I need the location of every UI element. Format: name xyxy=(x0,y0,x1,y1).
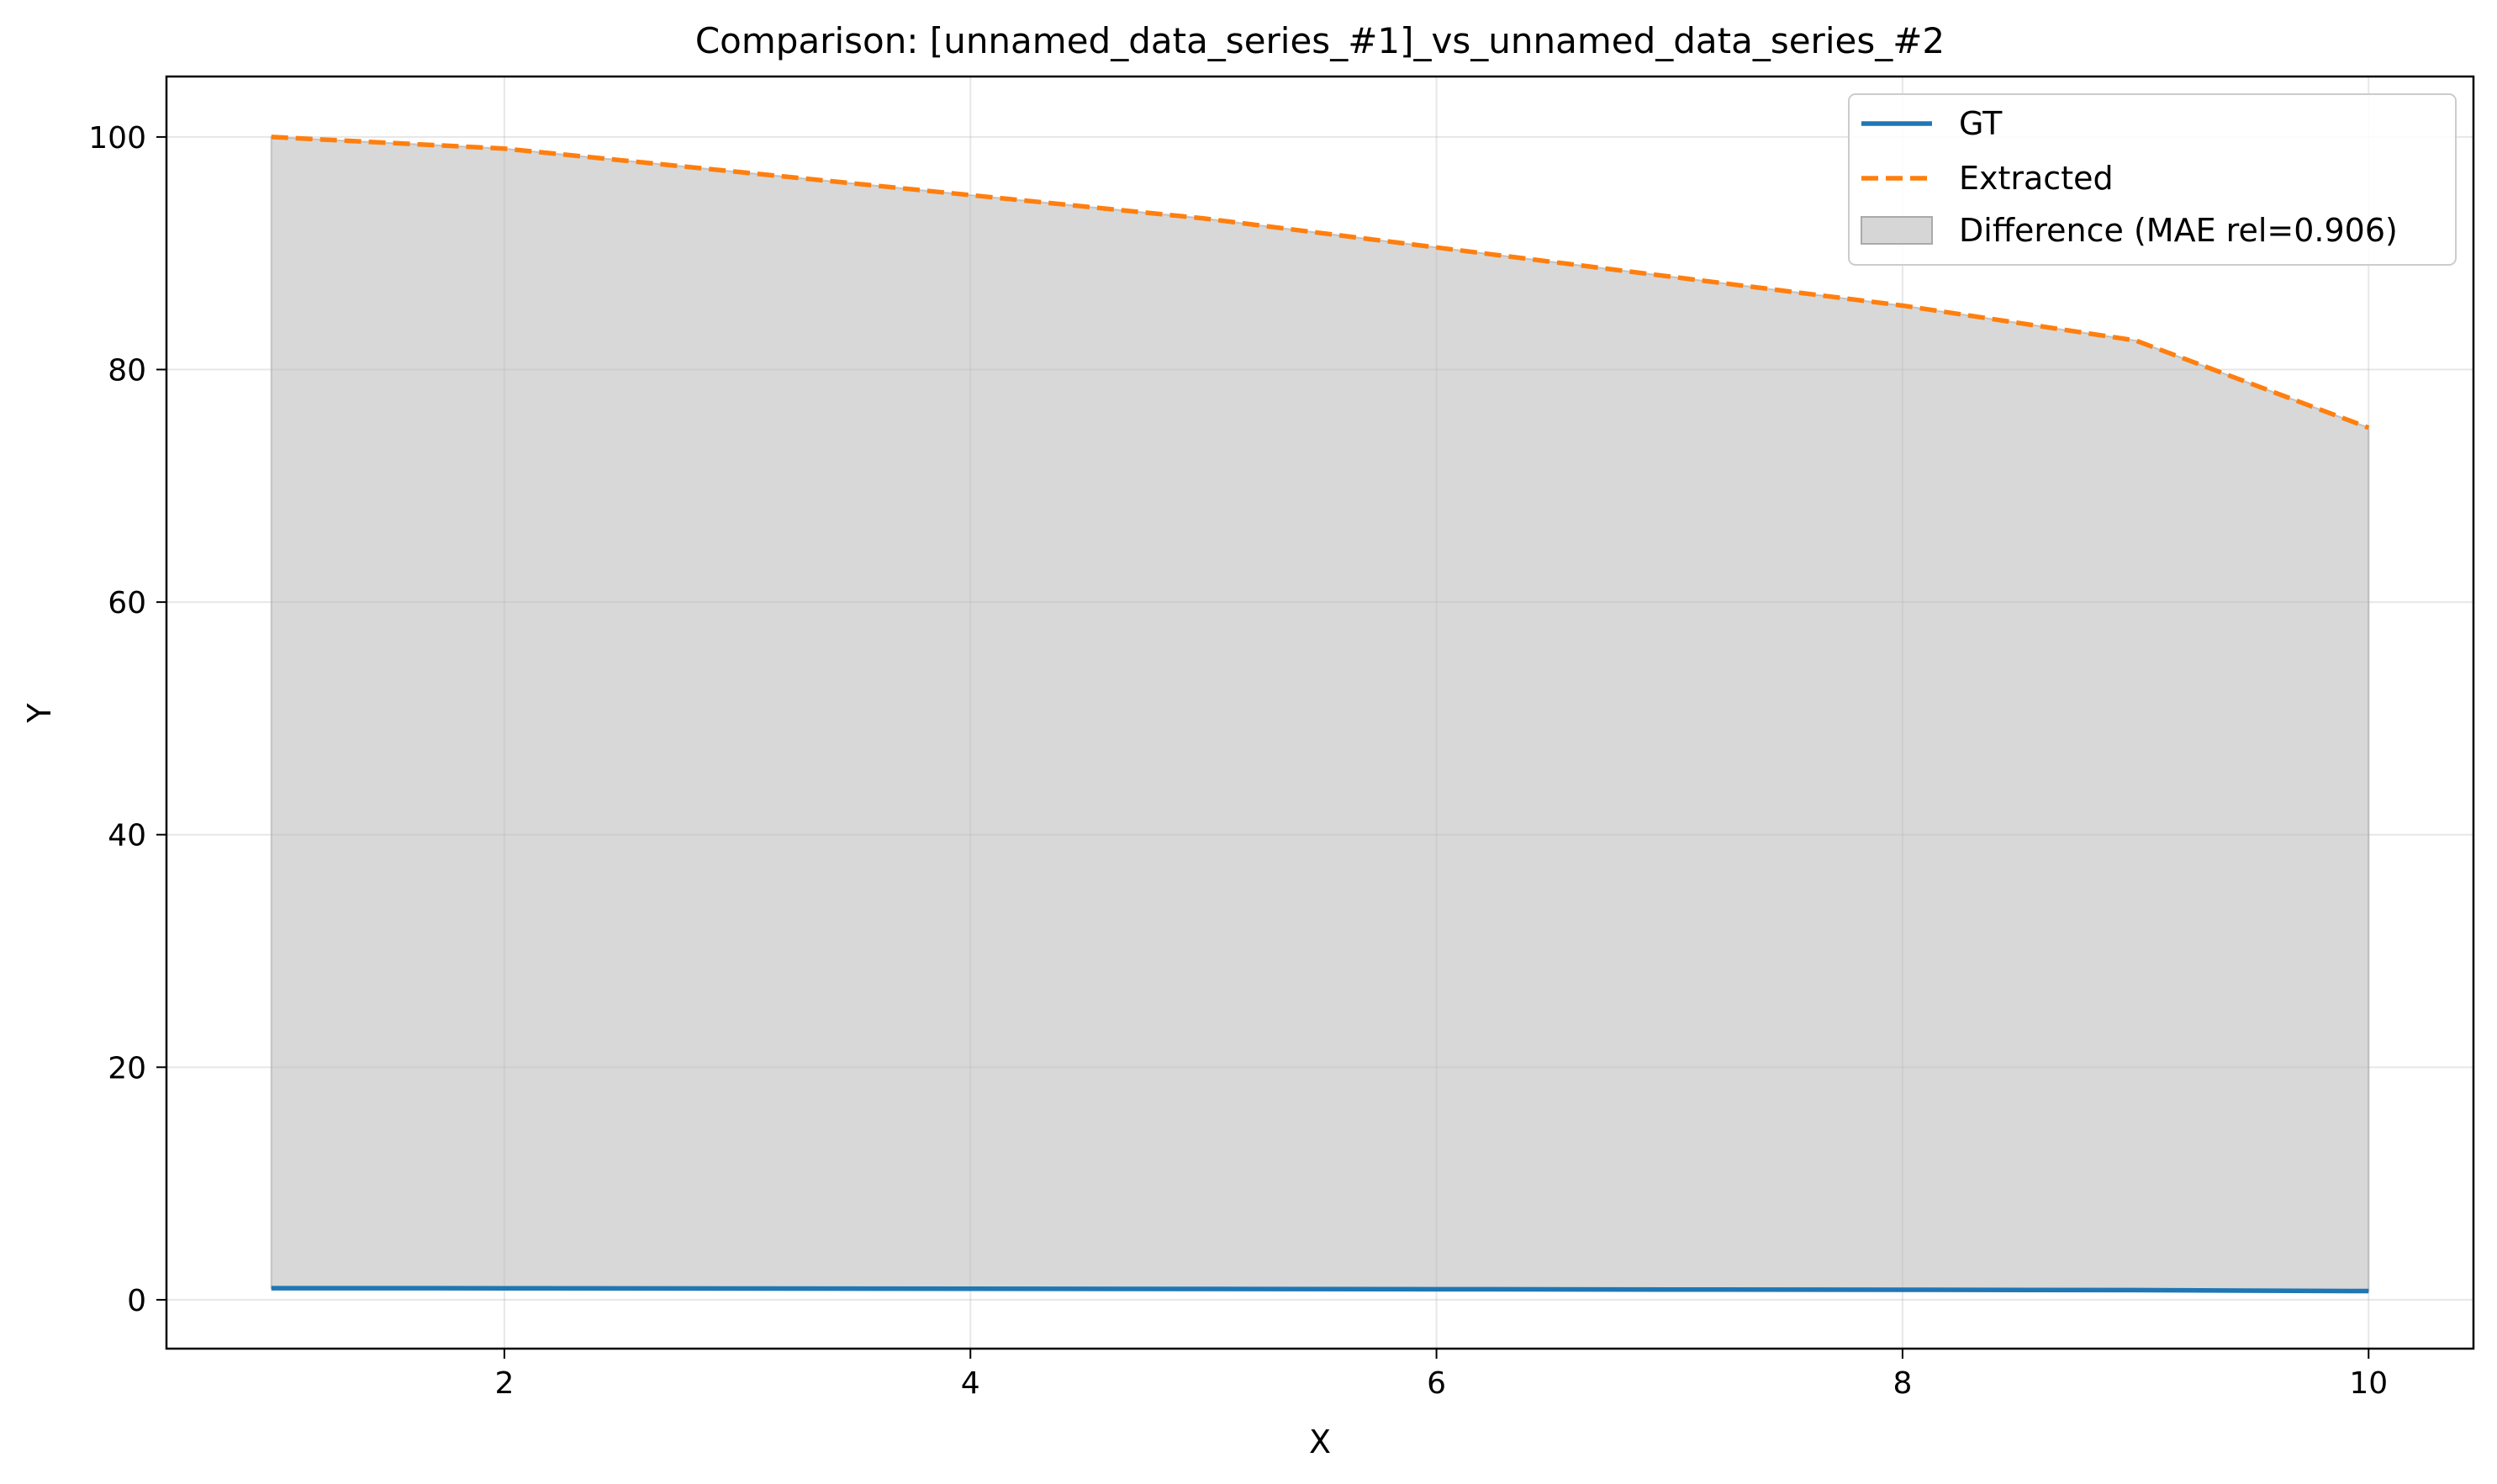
x-tick-label-8: 8 xyxy=(1893,1366,1912,1401)
legend-label-gt: GT xyxy=(1959,105,2003,142)
y-tick-label-0: 0 xyxy=(127,1284,146,1318)
x-tick-label-10: 10 xyxy=(2349,1366,2388,1401)
chart-title: Comparison: [unnamed_data_series_#1]_vs_… xyxy=(695,20,1945,61)
legend-swatch-difference xyxy=(1861,216,1933,245)
y-tick-label-80: 80 xyxy=(108,354,146,388)
x-tick-label-6: 6 xyxy=(1427,1366,1446,1401)
series-line-gt xyxy=(271,1286,2369,1294)
legend: GT Extracted Difference (MAE rel=0.906) xyxy=(1848,93,2457,266)
plot-frame xyxy=(165,75,2475,1350)
legend-label-extracted: Extracted xyxy=(1959,160,2114,197)
x-tick-label-2: 2 xyxy=(494,1366,514,1401)
y-axis-label: Y xyxy=(21,703,58,724)
y-tick-label-20: 20 xyxy=(108,1051,146,1085)
legend-box xyxy=(1848,93,2457,266)
x-axis-label: X xyxy=(1309,1423,1331,1460)
series-line-extracted xyxy=(271,135,2370,430)
series-lines xyxy=(271,135,2370,1294)
x-tick-label-4: 4 xyxy=(961,1366,980,1401)
y-tick-label-60: 60 xyxy=(108,586,146,621)
y-tick-label-100: 100 xyxy=(88,121,146,156)
y-tick-label-40: 40 xyxy=(108,819,146,853)
legend-label-difference: Difference (MAE rel=0.906) xyxy=(1959,212,2398,249)
difference-fill-area xyxy=(270,135,2370,1292)
